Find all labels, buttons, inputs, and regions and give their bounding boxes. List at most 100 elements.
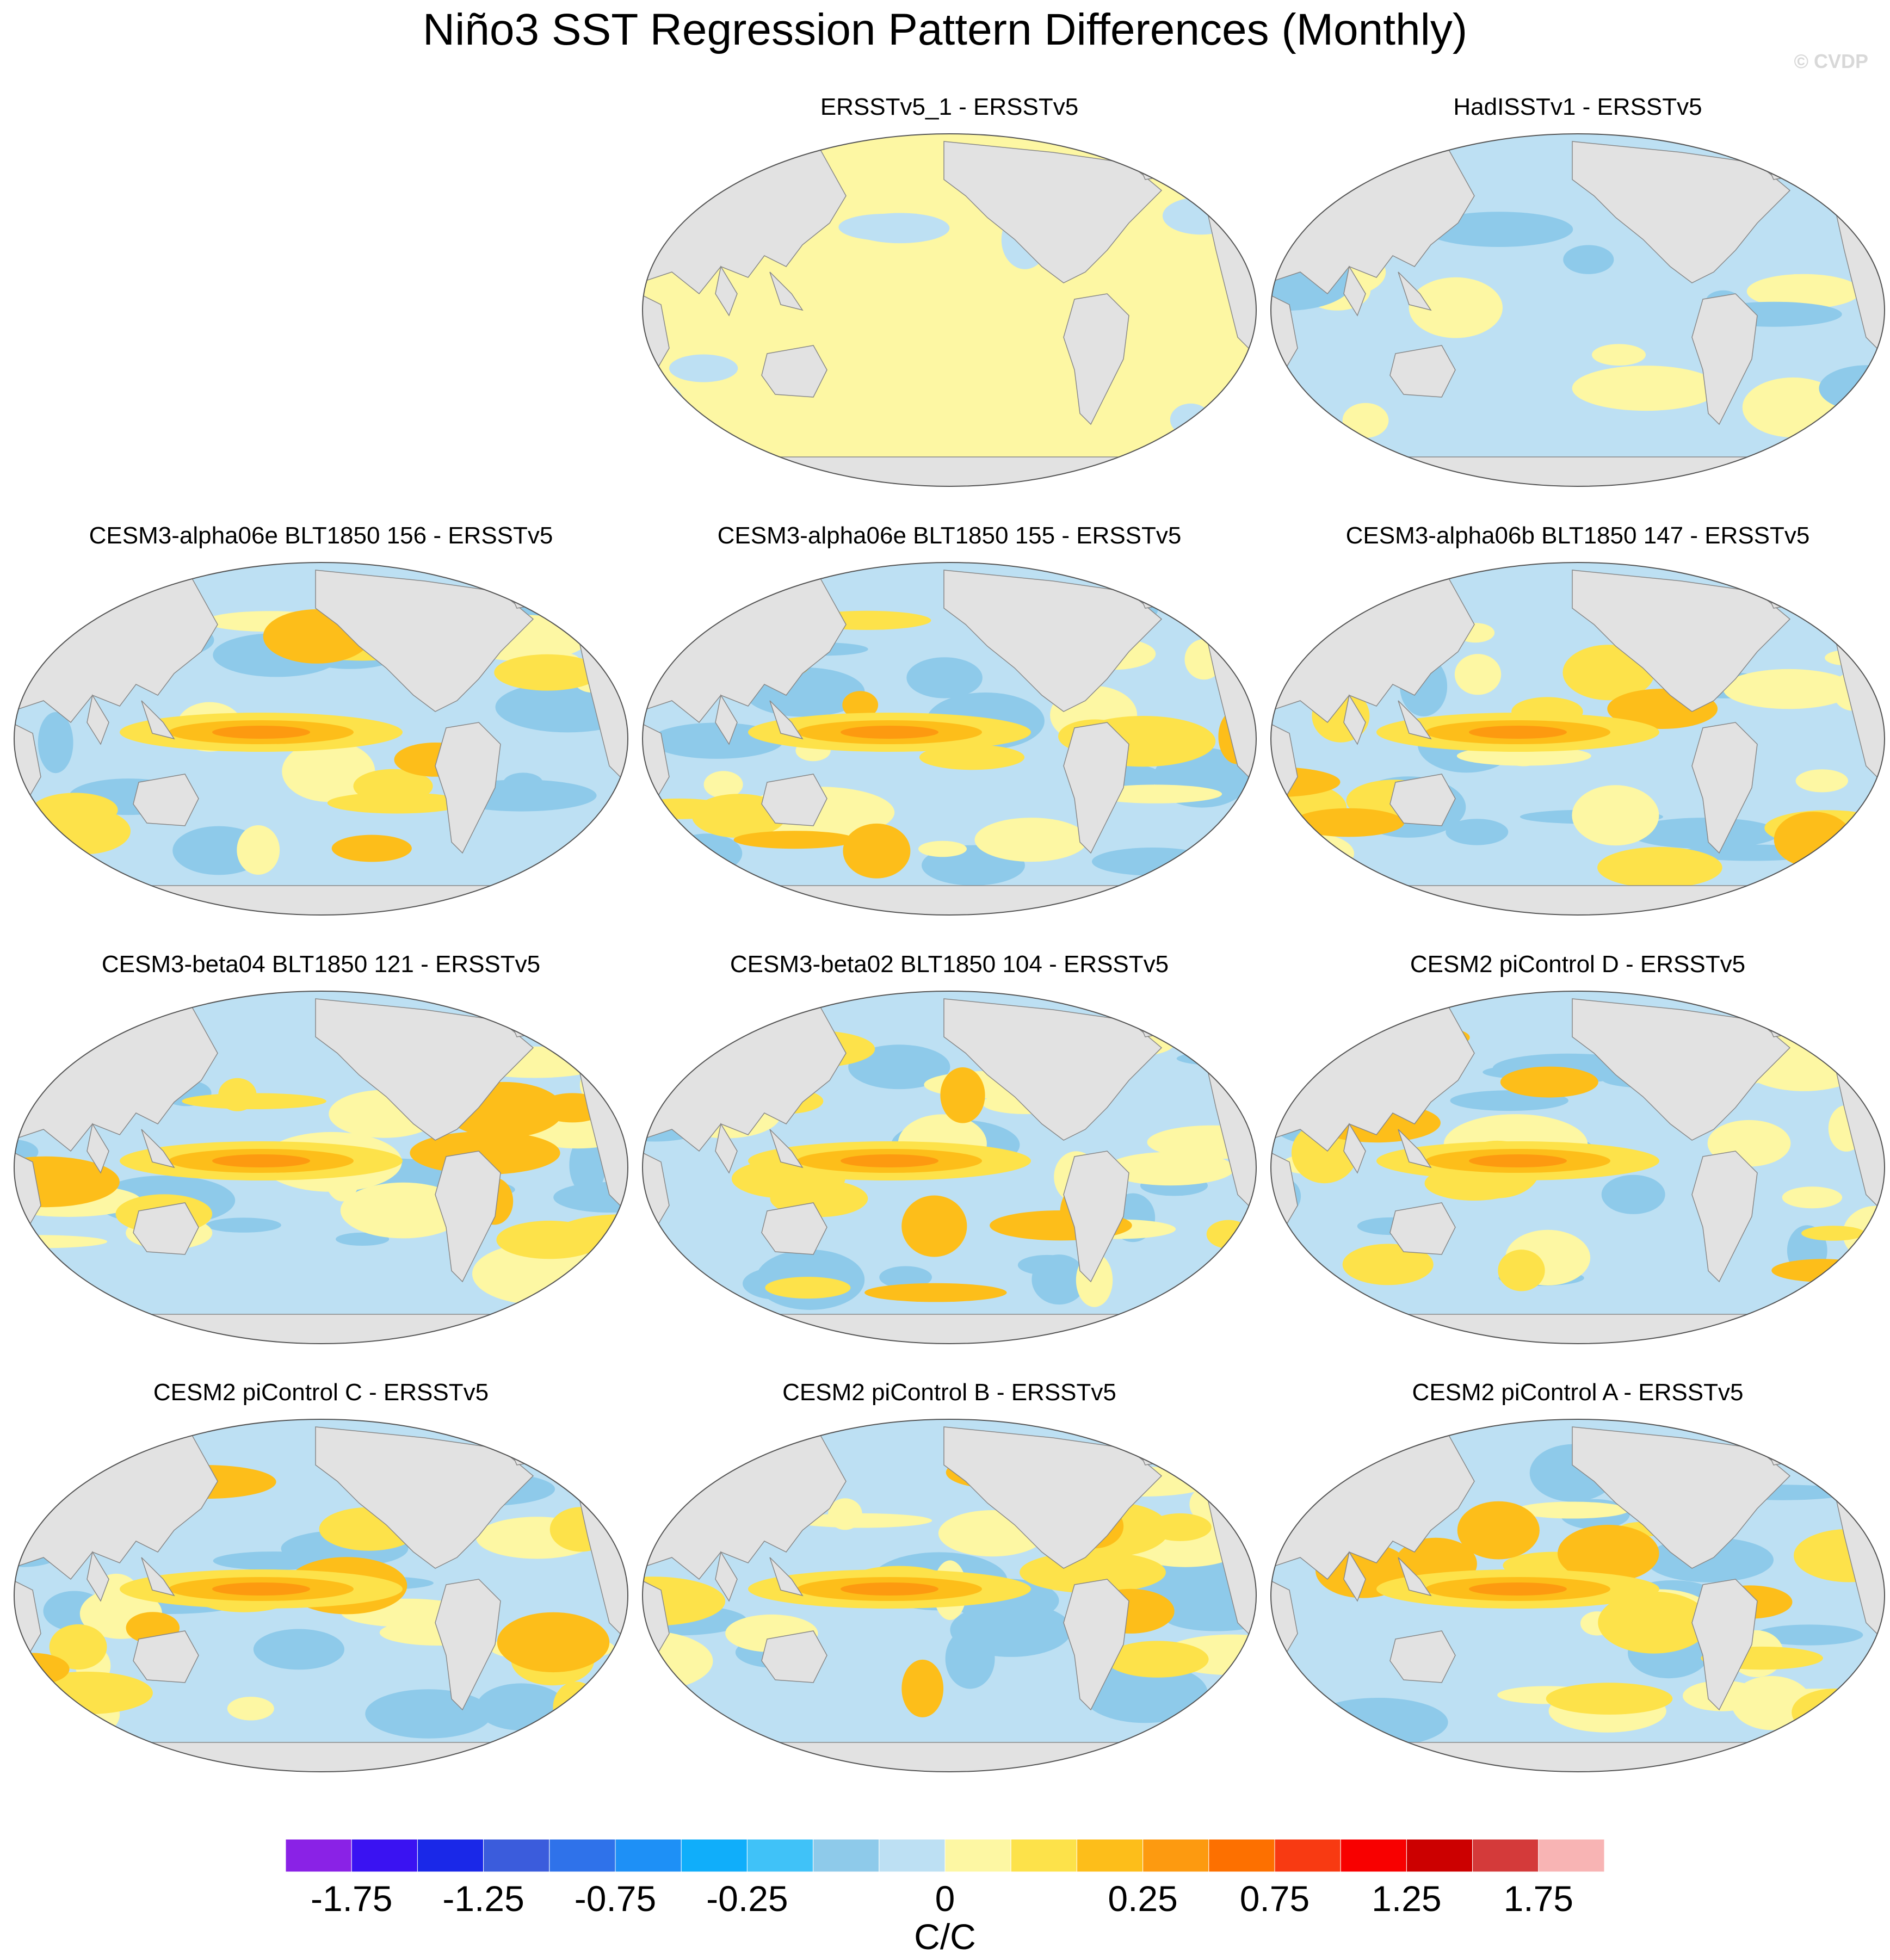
anomaly-region [49,1624,107,1670]
colorbar [285,1839,1605,1872]
map-border [642,991,1257,1344]
anomaly-region [1032,1254,1086,1305]
land-mass [769,700,804,740]
panel-title: HadISSTv1 - ERSSTv5 [1453,94,1702,120]
anomaly-region [1601,1174,1665,1214]
land-mass [1343,1550,1366,1602]
anomaly-region [1860,1062,1885,1100]
anomaly-region [503,772,543,794]
anomaly-region [37,808,131,855]
land-mass [1063,1579,1129,1711]
panel-title: CESM3-alpha06e BLT1850 156 - ERSSTv5 [89,522,553,549]
anomaly-region [1628,818,1780,849]
anomaly-region [1801,1226,1866,1241]
land-mass [435,722,501,854]
land-mass [141,700,175,740]
world-map [14,991,628,1344]
anomaly-region [365,1689,492,1739]
anomaly-region [14,1156,120,1208]
world-map [1270,991,1885,1344]
world-map [14,1419,628,1772]
world-map [642,562,1257,916]
colorbar-swatch [351,1839,418,1872]
map-border [14,991,628,1344]
map-border [14,562,628,916]
world-map [642,133,1257,487]
anomaly-region [919,745,1025,770]
land-mass [87,1122,109,1174]
anomaly-region [206,1217,281,1233]
anomaly-region [353,769,433,803]
colorbar-tick-label: -0.75 [574,1878,657,1919]
world-map [642,1419,1257,1772]
anomaly-region [1592,344,1646,366]
anomaly-region [733,831,856,849]
world-map [1270,133,1885,487]
world-map [14,562,628,916]
page-title: Niño3 SST Regression Pattern Differences… [422,5,1468,54]
land-mass [1398,1129,1432,1168]
colorbar-swatch [681,1839,748,1872]
anomaly-region [1771,1259,1874,1282]
land-mass [141,1557,175,1597]
land-mass [715,1122,738,1174]
land-mass [715,694,738,745]
colorbar-swatches [285,1839,1605,1872]
land-mass [715,265,738,317]
panel-title: CESM3-alpha06b BLT1850 147 - ERSSTv5 [1345,522,1810,549]
equatorial-anomaly [1469,726,1567,739]
land-mass [643,885,1256,915]
panel-title: ERSSTv5_1 - ERSSTv5 [820,94,1079,120]
map-panel: CESM2 piControl A - ERSSTv5 [1268,1379,1888,1814]
colorbar-swatch [746,1839,814,1872]
land-mass [1691,1579,1758,1711]
land-mass [1063,1151,1129,1283]
land-mass [1389,1630,1456,1683]
anomaly-region [1563,245,1614,274]
panel-title: CESM3-beta04 BLT1850 121 - ERSSTv5 [101,951,541,978]
anomaly-region [1500,1066,1598,1098]
anomaly-region [1162,197,1240,235]
panel-title: CESM2 piControl D - ERSSTv5 [1410,951,1746,978]
map-panel: CESM3-beta04 BLT1850 121 - ERSSTv5 [11,951,631,1386]
anomaly-region [19,1671,153,1715]
anomaly-region [1271,833,1354,874]
anomaly-region [669,354,738,382]
land-mass [141,1129,175,1168]
colorbar-tick-label: 0.75 [1239,1878,1310,1919]
land-mass [769,271,804,311]
anomaly-region [497,1612,610,1673]
anomaly-region [1148,1513,1212,1541]
map-border [1270,991,1885,1344]
land-mass [1063,293,1129,425]
anomaly-region [1498,1250,1545,1291]
land-mass [1271,885,1885,915]
anomaly-region [1598,1591,1710,1654]
anomaly-region [974,818,1088,862]
anomaly-region [1082,1663,1208,1723]
world-map [1270,562,1885,916]
land-mass [1389,774,1456,826]
land-mass [1271,456,1885,486]
anomaly-region [227,1697,274,1721]
map-panel: CESM2 piControl D - ERSSTv5 [1268,951,1888,1386]
land-mass [14,885,628,915]
land-mass [1389,345,1456,398]
colorbar-swatch [1010,1839,1077,1872]
equatorial-anomaly [212,726,310,739]
colorbar-tick-label: -0.25 [706,1878,788,1919]
colorbar-swatch [944,1839,1011,1872]
panel-title: CESM2 piControl B - ERSSTv5 [782,1379,1116,1406]
anomaly-region [1572,785,1659,846]
land-mass [133,1202,199,1255]
map-border [1270,133,1885,487]
land-mass [87,1550,109,1602]
equatorial-anomaly [212,1154,310,1167]
equatorial-anomaly [1469,1154,1567,1167]
land-mass [133,774,199,826]
equatorial-anomaly [212,1582,310,1596]
anomaly-region [1792,1689,1879,1736]
land-mass [1398,271,1432,311]
land-mass [643,1314,1256,1344]
map-border [14,1419,628,1772]
